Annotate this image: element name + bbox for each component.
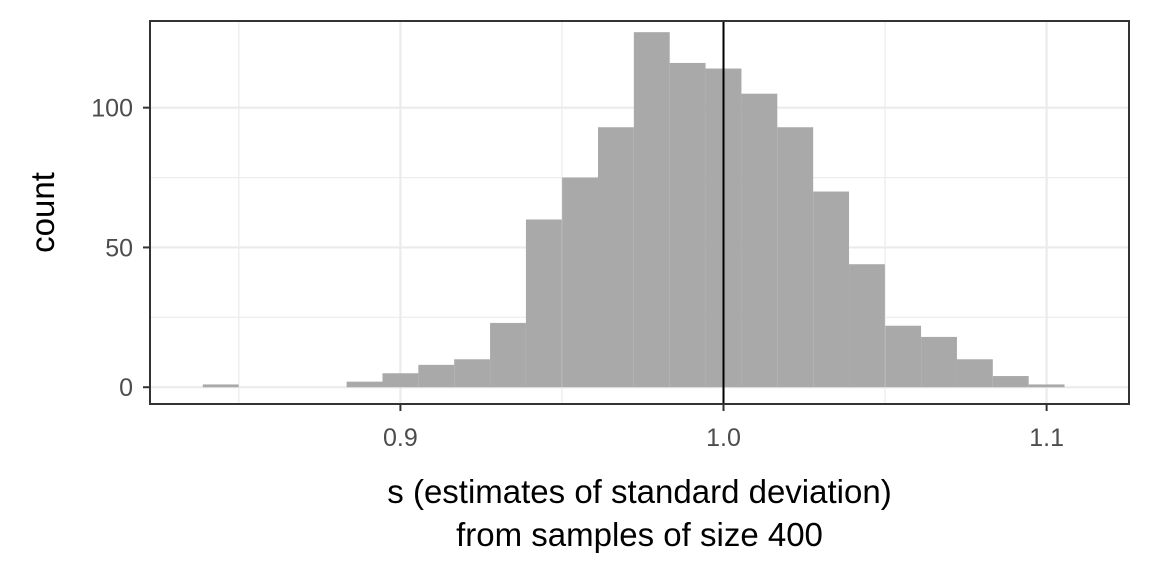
panel-border: [149, 20, 1130, 405]
histogram-bar: [813, 191, 850, 388]
histogram-bar: [849, 264, 885, 388]
histogram-bar: [921, 336, 957, 388]
histogram-bar: [597, 127, 634, 388]
histogram-bar: [418, 364, 455, 388]
x-axis-title-line-2: from samples of size 400: [456, 516, 823, 553]
histogram-bar: [202, 384, 239, 388]
histogram-bar: [885, 325, 922, 388]
histogram-bar: [956, 359, 993, 388]
histogram-bar: [1028, 384, 1065, 388]
x-tick-label: 0.9: [383, 424, 418, 452]
histogram-bars: [202, 32, 1065, 388]
histogram-bar: [669, 62, 706, 388]
histogram-bar: [382, 373, 419, 388]
y-tick-label: 0: [119, 374, 133, 402]
histogram-bar: [490, 322, 526, 388]
histogram-bar: [454, 359, 491, 388]
y-tick-label: 100: [91, 95, 133, 123]
y-axis-title: count: [24, 172, 61, 253]
histogram-bar: [633, 32, 670, 388]
x-axis-title-line-1: s (estimates of standard deviation): [387, 473, 891, 510]
histogram-bar: [992, 376, 1029, 388]
histogram-bar: [777, 127, 814, 388]
axis-ticks: [143, 106, 1048, 411]
y-tick-labels: 0 50 100: [91, 95, 133, 403]
histogram-bar: [741, 93, 778, 388]
x-tick-labels: 0.9 1.0 1.1: [383, 424, 1064, 452]
x-tick-label: 1.1: [1029, 424, 1064, 452]
histogram-bar: [346, 381, 383, 388]
histogram-bar: [562, 177, 598, 388]
y-tick-label: 50: [105, 234, 133, 262]
histogram-bar: [525, 219, 562, 388]
x-tick-label: 1.0: [706, 424, 741, 452]
